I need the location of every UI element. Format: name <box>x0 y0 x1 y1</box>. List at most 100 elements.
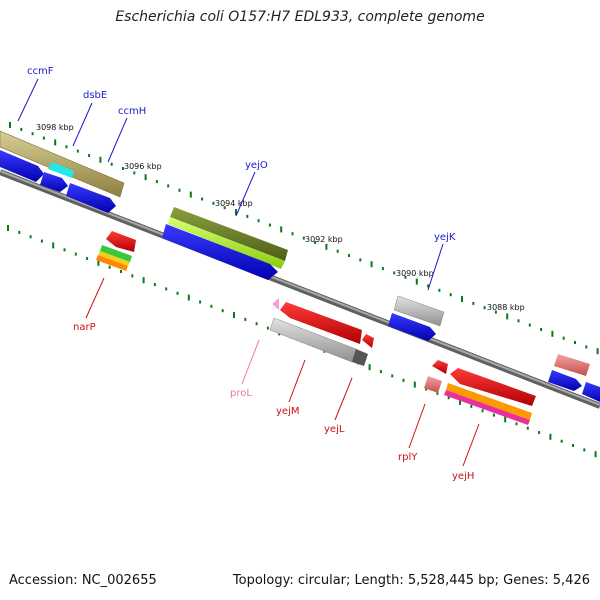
feature-small-red[interactable] <box>362 334 374 348</box>
gene-label-rplY[interactable]: rplY <box>398 452 418 463</box>
scale-tick <box>402 378 405 382</box>
scale-tick <box>233 312 235 318</box>
kbp-label-3094: 3094 kbp <box>215 199 253 208</box>
scale-tick <box>97 259 100 266</box>
scale-tick <box>515 422 518 426</box>
scale-tick <box>459 399 461 405</box>
gene-label-yejM[interactable]: yejM <box>276 406 299 417</box>
feature-yejO[interactable] <box>162 224 278 280</box>
feature-narP-red[interactable] <box>106 231 136 252</box>
scale-tick <box>438 288 441 292</box>
feature-narP-green[interactable] <box>96 245 132 271</box>
feature-ccmF[interactable] <box>0 150 44 182</box>
scale-tick <box>88 154 91 157</box>
accession-label: Accession: NC_002655 <box>9 573 157 588</box>
scale-tick <box>110 162 113 166</box>
feature-yejK[interactable] <box>388 313 436 341</box>
feature-ccmF-region[interactable] <box>0 130 125 198</box>
scale-tick <box>244 317 247 321</box>
gene-label-yejL[interactable]: yejL <box>324 424 345 435</box>
scale-tick <box>29 235 32 239</box>
gene-label-yejO[interactable]: yejO <box>245 160 268 171</box>
scale-tick <box>393 271 396 275</box>
scale-tick <box>540 328 543 331</box>
feature-right-blue-1[interactable] <box>548 370 582 391</box>
gene-label-yejK[interactable]: yejK <box>434 232 456 243</box>
kbp-label-3088: 3088 kbp <box>487 303 525 312</box>
scale-tick <box>201 197 204 201</box>
scale-tick <box>436 391 439 395</box>
feature-proL[interactable] <box>272 298 279 310</box>
gene-label-ccmH[interactable]: ccmH <box>118 106 146 117</box>
scale-tick <box>302 236 305 240</box>
scale-tick <box>325 243 328 250</box>
scale-tick <box>99 156 102 163</box>
scale-tick <box>76 149 79 153</box>
scale-ticks-upper <box>9 122 599 355</box>
feature-yejM[interactable] <box>280 302 362 344</box>
feature-right-pink[interactable] <box>554 354 590 376</box>
feature-yejO-olive[interactable] <box>168 207 288 269</box>
scale-tick <box>481 409 484 413</box>
scale-tick <box>223 206 226 210</box>
scale-tick <box>255 322 258 326</box>
scale-tick <box>63 248 66 252</box>
scale-tick <box>167 184 170 188</box>
gene-label-ccmF[interactable]: ccmF <box>27 66 54 77</box>
kbp-label-3090: 3090 kbp <box>396 269 434 278</box>
scale-tick <box>246 214 249 218</box>
gene-label-narP[interactable]: narP <box>73 322 96 333</box>
scale-tick <box>18 230 21 234</box>
scale-tick <box>404 275 407 279</box>
scale-tick <box>221 309 224 313</box>
scale-tick <box>517 319 520 323</box>
feature-rplY-pink[interactable] <box>424 376 442 393</box>
scale-tick <box>425 387 428 391</box>
scale-tick <box>336 249 339 253</box>
scale-tick <box>199 300 202 304</box>
scale-tick <box>359 258 362 262</box>
scale-tick <box>42 136 45 140</box>
feature-yejK-gray[interactable] <box>393 295 445 327</box>
scale-tick <box>144 174 147 181</box>
scale-tick <box>54 139 57 146</box>
scale-tick <box>31 132 34 136</box>
gene-label-proL[interactable]: proL <box>230 388 252 399</box>
gene-label-dsbE[interactable]: dsbE <box>83 90 107 101</box>
scale-tick <box>551 330 554 337</box>
scale-tick <box>472 301 475 305</box>
scale-tick <box>86 257 89 260</box>
kbp-label-3092: 3092 kbp <box>305 235 343 244</box>
feature-yejL-dark[interactable] <box>352 349 368 366</box>
scale-tick <box>52 242 55 249</box>
gene-label-yejH[interactable]: yejH <box>452 471 474 482</box>
feature-yejH-orange[interactable] <box>446 383 532 420</box>
feature-dsbE[interactable] <box>40 172 68 192</box>
scale-tick <box>266 326 269 330</box>
scale-tick <box>596 348 599 355</box>
scale-tick <box>210 304 213 308</box>
feature-ccmH[interactable] <box>66 183 116 213</box>
genome-backbone <box>0 169 600 409</box>
feature-right-blue-2[interactable] <box>582 382 600 402</box>
scale-tick <box>572 444 574 447</box>
feature-dsbE-cyan[interactable] <box>48 162 74 178</box>
scale-tick <box>165 287 168 291</box>
feature-yejH-magenta[interactable] <box>444 390 530 425</box>
scale-tick <box>40 239 43 243</box>
scale-tick <box>470 404 473 408</box>
scale-tick <box>483 306 486 310</box>
scale-tick <box>122 167 124 170</box>
feature-yejH-red[interactable] <box>450 368 536 406</box>
scale-tick <box>187 294 190 301</box>
scale-tick <box>526 426 529 430</box>
scale-tick <box>413 381 416 388</box>
scale-tick <box>131 274 134 278</box>
scale-tick <box>583 448 586 452</box>
scale-tick <box>280 226 283 233</box>
feature-rplY-red[interactable] <box>432 360 448 374</box>
scale-tick <box>65 145 68 149</box>
scale-tick <box>291 232 294 236</box>
scale-tick <box>370 261 373 268</box>
